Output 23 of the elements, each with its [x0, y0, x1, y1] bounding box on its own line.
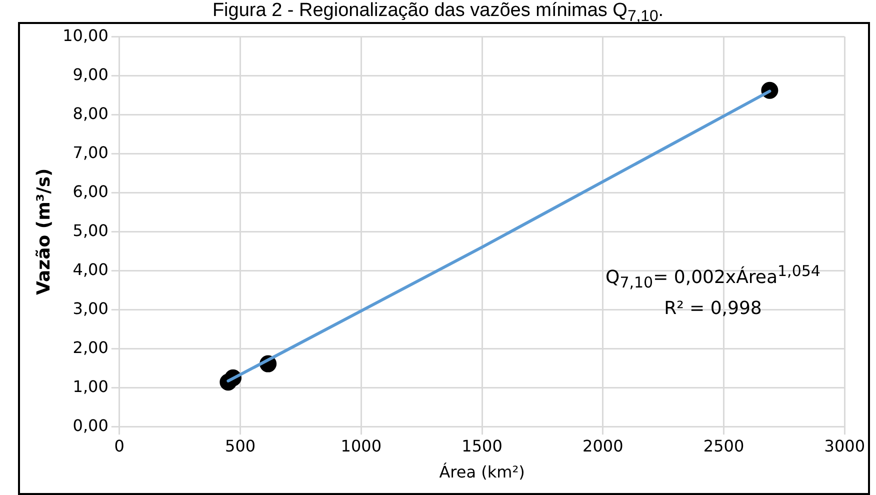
y-tick-label: 0,00: [72, 416, 108, 435]
chart-title: Figura 2 - Regionalização das vazões mínimas Q$_{7,10}$.: [212, 0, 664, 25]
y-tick-label: 2,00: [72, 338, 108, 357]
x-tick-label: 3000: [824, 436, 865, 456]
y-tick-label: 5,00: [72, 220, 108, 240]
x-tick-label: 0: [114, 436, 124, 456]
y-tick-label: 4,00: [72, 260, 108, 279]
x-tick-label: 2000: [582, 436, 624, 456]
x-tick-label: 1000: [340, 436, 382, 456]
x-tick-label: 500: [225, 436, 256, 456]
y-tick-label: 1,00: [72, 376, 108, 396]
annotation: Q$_{7,10}$= 0,002xÁrea$^{1,054}$: [604, 261, 822, 294]
y-tick-label: 10,00: [62, 26, 108, 45]
x-tick-label: 1500: [462, 436, 502, 456]
y-tick-label: 7,00: [72, 142, 108, 162]
y-tick-label: 3,00: [72, 298, 108, 318]
y-tick-label: 6,00: [72, 182, 108, 201]
y-axis-title: Vazão (m³/s): [33, 168, 54, 295]
x-axis-title: Área (km²): [439, 462, 525, 482]
x-tick-label: 2500: [703, 436, 744, 456]
y-tick-label: 8,00: [72, 104, 108, 123]
y-tick-label: 9,00: [72, 64, 108, 84]
annotation: R² = 0,998: [663, 296, 763, 321]
